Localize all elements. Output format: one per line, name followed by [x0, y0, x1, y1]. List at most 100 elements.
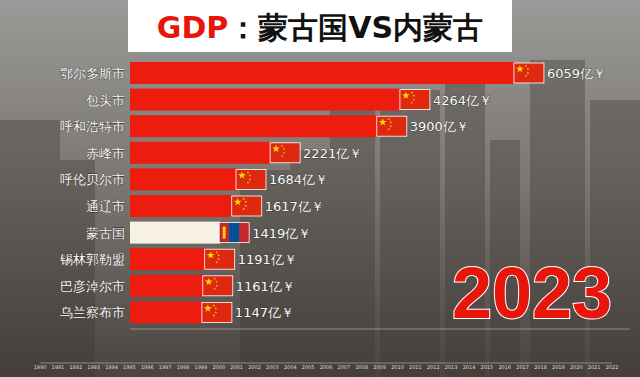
- buildings: [0, 60, 640, 377]
- flag-field: [400, 90, 430, 110]
- flag-star: [243, 198, 245, 200]
- bar: [130, 195, 233, 217]
- flag-star: [214, 278, 216, 280]
- building: [55, 160, 95, 377]
- flag-star: [205, 278, 213, 285]
- timeline-year: 1990: [34, 364, 47, 370]
- flag-star: [281, 155, 283, 157]
- timeline-year: 1991: [52, 364, 65, 370]
- category-label: 呼和浩特市: [60, 119, 125, 134]
- timeline-year: 2002: [248, 364, 261, 370]
- data-label: 1419亿￥: [252, 226, 311, 241]
- building: [590, 100, 640, 377]
- data-label: 2221亿￥: [303, 146, 362, 161]
- category-label: 赤峰市: [86, 146, 125, 161]
- timeline-year: 1993: [87, 364, 100, 370]
- flag-field: [202, 302, 232, 322]
- bar: [130, 222, 220, 244]
- flag-border: [219, 223, 249, 243]
- flag-field: [377, 116, 407, 136]
- flag-star: [379, 118, 387, 125]
- timeline-year: 2009: [373, 364, 386, 370]
- bar: [130, 248, 206, 270]
- flag-star: [238, 171, 246, 178]
- timeline-year: 1996: [141, 364, 154, 370]
- flag-star: [207, 251, 215, 258]
- flag-field: [229, 223, 239, 243]
- timeline-year: 2003: [266, 364, 279, 370]
- category-label: 巴彦淖尔市: [60, 279, 125, 294]
- data-label: 4264亿￥: [433, 93, 492, 108]
- flag-star: [234, 198, 242, 205]
- bar: [130, 275, 204, 297]
- timeline-year: 1995: [123, 364, 136, 370]
- flag: [205, 249, 235, 269]
- flag: [203, 276, 233, 296]
- flag: [219, 223, 249, 243]
- bar: [130, 89, 401, 111]
- flag-star: [388, 118, 390, 120]
- category-label: 呼伦贝尔市: [60, 172, 125, 187]
- timeline-year: 2000: [212, 364, 225, 370]
- timeline-year: 2022: [606, 364, 619, 370]
- timeline-year: 2017: [516, 364, 529, 370]
- flag-emblem: [223, 227, 226, 239]
- bar: [130, 62, 515, 84]
- timeline-year: 1992: [69, 364, 82, 370]
- timeline-year: 2014: [463, 364, 476, 370]
- flag-star: [215, 261, 217, 263]
- category-label: 锡林郭勒盟: [59, 252, 125, 267]
- bar: [130, 301, 203, 323]
- flag-field: [270, 143, 300, 163]
- flag-star: [216, 281, 218, 283]
- flag-star: [217, 258, 219, 260]
- flag-star: [243, 208, 245, 210]
- flag: [514, 63, 544, 83]
- flag-star: [247, 171, 249, 173]
- bar: [130, 142, 271, 164]
- timeline-year: 2008: [355, 364, 368, 370]
- flag: [400, 90, 430, 110]
- flag-star: [411, 91, 413, 93]
- flag-star: [413, 98, 415, 100]
- bar: [130, 115, 378, 137]
- flag-star: [527, 72, 529, 74]
- flag-field: [239, 223, 249, 243]
- data-label: 1191亿￥: [238, 252, 297, 267]
- category-label: 乌兰察布市: [60, 305, 125, 320]
- flag: [202, 302, 232, 322]
- data-label: 1147亿￥: [235, 305, 294, 320]
- timeline-year: 2013: [445, 364, 458, 370]
- timeline-year: 2020: [570, 364, 583, 370]
- flag-star: [216, 285, 218, 287]
- chart: GDP：蒙古国VS内蒙古鄂尔多斯市6059亿￥包头市4264亿￥呼和浩特市390…: [0, 0, 640, 377]
- flag-field: [514, 63, 544, 83]
- flag: [270, 143, 300, 163]
- timeline-year: 2004: [284, 364, 297, 370]
- data-label: 1161亿￥: [236, 279, 295, 294]
- flag-star: [245, 205, 247, 207]
- flag-star: [272, 145, 280, 152]
- flag-star: [413, 94, 415, 96]
- timeline-year: 1997: [159, 364, 172, 370]
- flag-star: [245, 201, 247, 203]
- flag-star: [527, 68, 529, 70]
- timeline: 1990199119921993199419951996199719981999…: [34, 363, 619, 370]
- flag-star: [214, 288, 216, 290]
- flag: [232, 196, 262, 216]
- flag-star: [213, 314, 215, 316]
- category-label: 鄂尔多斯市: [60, 66, 125, 81]
- timeline-year: 2019: [552, 364, 565, 370]
- flag-star: [215, 251, 217, 253]
- background: [0, 0, 640, 377]
- flag-star: [247, 181, 249, 183]
- flag-star: [411, 101, 413, 103]
- flag-star: [390, 121, 392, 123]
- flag-star: [388, 128, 390, 130]
- flag: [236, 169, 266, 189]
- flag-star: [215, 307, 217, 309]
- timeline-year: 2006: [320, 364, 333, 370]
- timeline-year: 2010: [391, 364, 404, 370]
- flag-field: [232, 196, 262, 216]
- timeline-year: 2001: [230, 364, 243, 370]
